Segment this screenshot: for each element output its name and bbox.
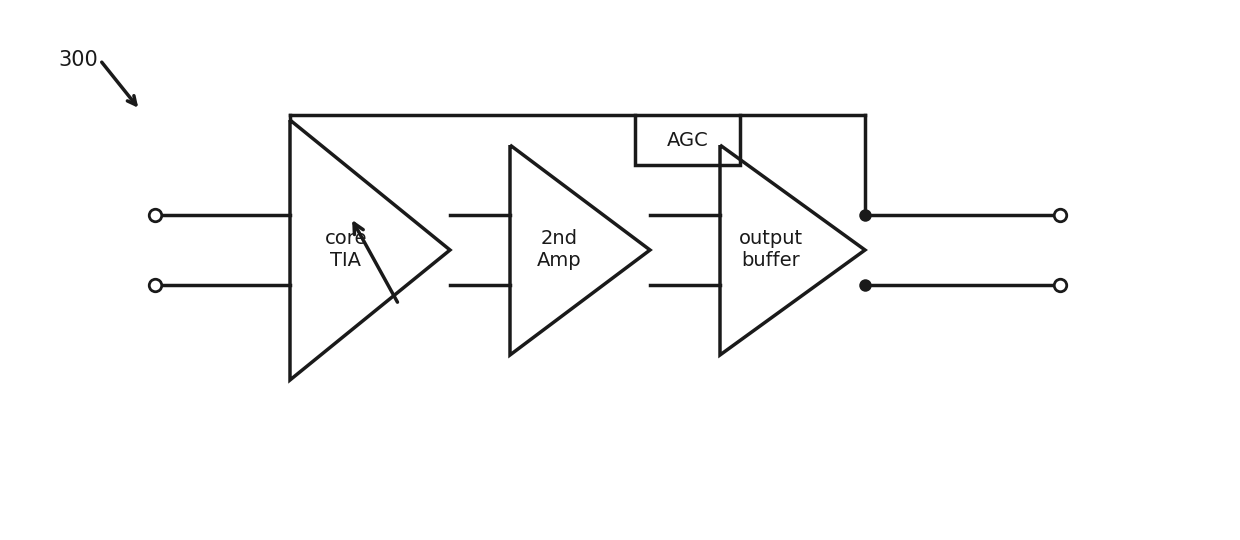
FancyBboxPatch shape xyxy=(635,115,740,165)
Text: 2nd
Amp: 2nd Amp xyxy=(537,230,582,271)
Text: AGC: AGC xyxy=(667,131,708,150)
Text: core
TIA: core TIA xyxy=(325,230,367,271)
Text: 300: 300 xyxy=(58,50,98,70)
Text: output
buffer: output buffer xyxy=(739,230,802,271)
